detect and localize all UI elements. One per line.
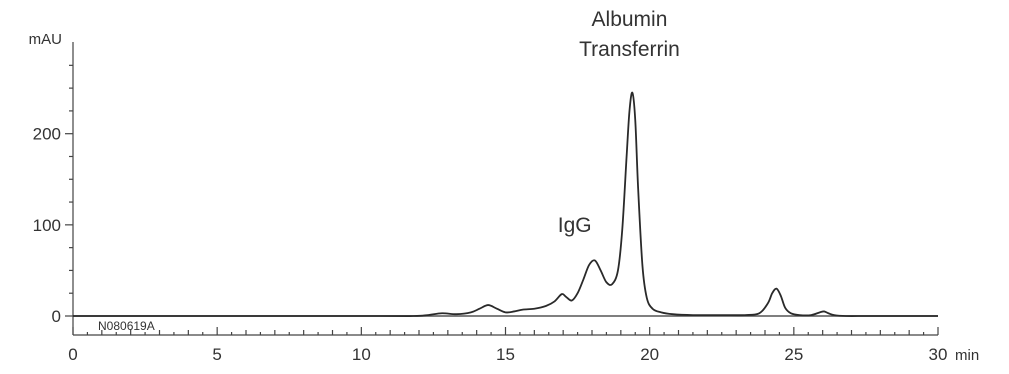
y-axis-unit-label: mAU	[29, 31, 62, 48]
x-tick-label: 5	[212, 345, 221, 364]
x-axis-ticks: 0 5 10 15 20 25 30	[68, 327, 947, 364]
axes	[72, 42, 938, 336]
peak-label: IgG	[558, 214, 592, 237]
y-axis-ticks: 0 100 200	[33, 64, 73, 326]
x-tick-label: 20	[640, 345, 659, 364]
x-tick-label: 25	[784, 345, 803, 364]
peak-label: Albumin	[592, 8, 668, 31]
y-tick-label: 0	[52, 307, 61, 326]
peak-label: Transferrin	[579, 38, 680, 61]
y-tick-label: 200	[33, 125, 61, 144]
x-tick-label: 30	[929, 345, 948, 364]
x-tick-label: 15	[496, 345, 515, 364]
baseline-run-id-label: N080619A	[98, 319, 155, 333]
x-tick-label: 10	[352, 345, 371, 364]
y-tick-label: 100	[33, 216, 61, 235]
x-axis-unit-label: min	[955, 347, 979, 364]
x-tick-label: 0	[68, 345, 77, 364]
chromatogram-trace	[72, 91, 938, 317]
peak-annotations: IgG Albumin Transferrin	[558, 8, 680, 237]
